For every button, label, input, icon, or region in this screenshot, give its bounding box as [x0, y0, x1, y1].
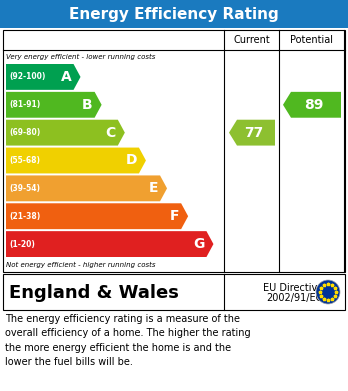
- Text: (81-91): (81-91): [9, 100, 40, 109]
- Bar: [0, 0, 348, 28]
- Text: (39-54): (39-54): [9, 184, 40, 193]
- Polygon shape: [6, 92, 102, 118]
- Text: (55-68): (55-68): [9, 156, 40, 165]
- Polygon shape: [229, 120, 275, 145]
- Circle shape: [316, 280, 340, 304]
- Text: England & Wales: England & Wales: [9, 284, 179, 302]
- Text: Energy Efficiency Rating: Energy Efficiency Rating: [69, 7, 279, 22]
- Polygon shape: [283, 92, 341, 118]
- Text: D: D: [125, 154, 137, 167]
- Text: F: F: [169, 209, 179, 223]
- Polygon shape: [6, 203, 188, 229]
- Text: (21-38): (21-38): [9, 212, 40, 221]
- Text: Very energy efficient - lower running costs: Very energy efficient - lower running co…: [6, 54, 155, 60]
- Bar: [3, 30, 345, 272]
- Text: (1-20): (1-20): [9, 240, 35, 249]
- Text: 77: 77: [244, 126, 264, 140]
- Text: Not energy efficient - higher running costs: Not energy efficient - higher running co…: [6, 262, 156, 268]
- Text: 89: 89: [304, 98, 324, 112]
- Polygon shape: [6, 231, 213, 257]
- Text: Potential: Potential: [290, 35, 333, 45]
- Polygon shape: [6, 120, 125, 145]
- Text: A: A: [61, 70, 72, 84]
- Text: C: C: [105, 126, 116, 140]
- Polygon shape: [6, 64, 80, 90]
- Text: EU Directive: EU Directive: [263, 283, 323, 293]
- Bar: [3, 274, 345, 310]
- Text: (69-80): (69-80): [9, 128, 40, 137]
- Text: (92-100): (92-100): [9, 72, 45, 81]
- Text: The energy efficiency rating is a measure of the
overall efficiency of a home. T: The energy efficiency rating is a measur…: [5, 314, 251, 367]
- Text: 2002/91/EC: 2002/91/EC: [267, 293, 323, 303]
- Text: Current: Current: [233, 35, 270, 45]
- Polygon shape: [6, 147, 146, 174]
- Text: B: B: [82, 98, 93, 112]
- Text: E: E: [149, 181, 158, 196]
- Text: G: G: [193, 237, 204, 251]
- Polygon shape: [6, 176, 167, 201]
